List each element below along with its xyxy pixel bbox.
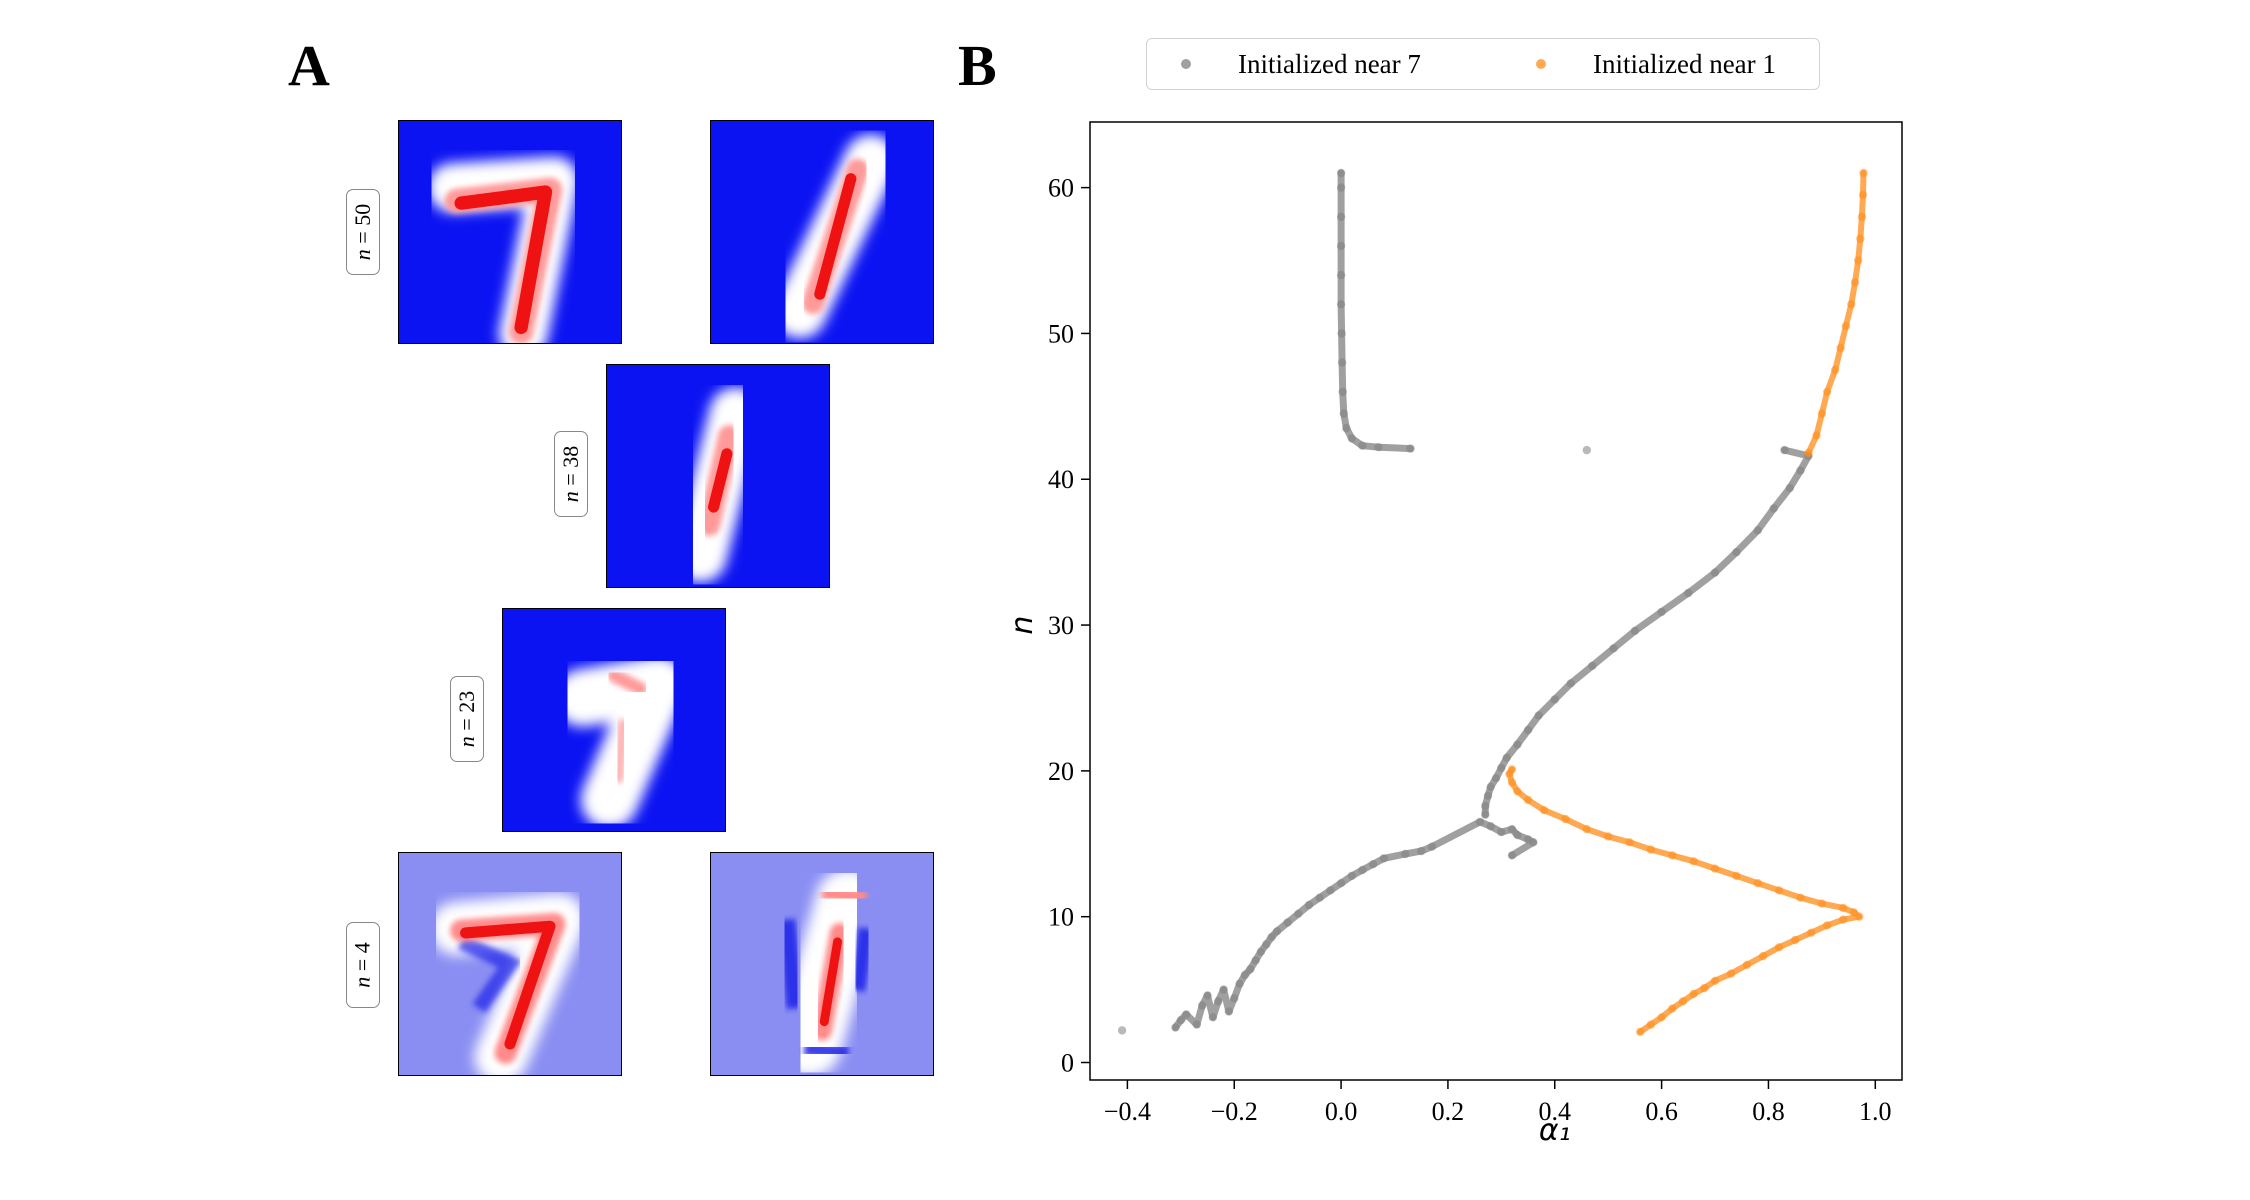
x-tick-label: −0.4 xyxy=(1104,1097,1151,1126)
legend-marker-near-1 xyxy=(1536,59,1546,69)
legend-label-near-1: Initialized near 1 xyxy=(1593,48,1776,79)
legend-item-near-7: Initialized near 7 xyxy=(1181,39,1421,89)
digit-image-one-n4 xyxy=(710,852,934,1076)
plot-frame xyxy=(1089,121,1903,1081)
row-label-n38: n = 38 xyxy=(554,431,588,517)
y-tick-label: 20 xyxy=(1048,757,1074,786)
digit-image-seven-n50 xyxy=(398,120,622,344)
y-tick-label: 30 xyxy=(1048,611,1074,640)
x-tick-label: 1.0 xyxy=(1859,1097,1892,1126)
panel-a-letter: A xyxy=(288,33,330,98)
point-series-0-66 xyxy=(1582,445,1592,455)
digit-image-seven-n4 xyxy=(398,852,622,1076)
point-series-0-0 xyxy=(1117,1026,1127,1035)
y-tick-label: 40 xyxy=(1048,465,1074,494)
y-tick-label: 50 xyxy=(1048,319,1074,348)
y-axis-label: n xyxy=(1005,616,1040,635)
legend-label-near-7: Initialized near 7 xyxy=(1238,48,1421,79)
digit-image-n38 xyxy=(606,364,830,588)
panel-b-letter: B xyxy=(958,33,997,98)
legend-item-near-1: Initialized near 1 xyxy=(1536,39,1776,89)
x-axis-ticks: −0.4 −0.2 0.0 0.2 0.4 0.6 0.8 1.0 xyxy=(1104,1080,1892,1126)
chart-legend: Initialized near 7 Initialized near 1 xyxy=(1146,38,1820,90)
data-points xyxy=(1117,168,1868,1037)
x-axis-label: α₁ xyxy=(1539,1113,1571,1148)
y-tick-label: 0 xyxy=(1061,1049,1074,1078)
x-tick-label: 0.2 xyxy=(1432,1097,1465,1126)
x-tick-label: 0.8 xyxy=(1752,1097,1785,1126)
row-label-n4: n = 4 xyxy=(346,922,380,1008)
row-label-n50: n = 50 xyxy=(346,189,380,275)
digit-image-n23 xyxy=(502,608,726,832)
y-axis-ticks: 0 10 20 30 40 50 60 xyxy=(1048,174,1090,1078)
x-tick-label: −0.2 xyxy=(1211,1097,1258,1126)
x-tick-label: 0.4 xyxy=(1539,1097,1572,1126)
series-trace-1 xyxy=(1506,170,1867,1035)
y-tick-label: 10 xyxy=(1048,903,1074,932)
x-tick-label: 0.0 xyxy=(1325,1097,1358,1126)
y-tick-label: 60 xyxy=(1048,174,1074,203)
digit-image-one-n50 xyxy=(710,120,934,344)
x-tick-label: 0.6 xyxy=(1645,1097,1678,1126)
legend-marker-near-7 xyxy=(1181,59,1191,69)
row-label-n23: n = 23 xyxy=(450,676,484,762)
series-trace-0 xyxy=(1172,169,1812,1031)
